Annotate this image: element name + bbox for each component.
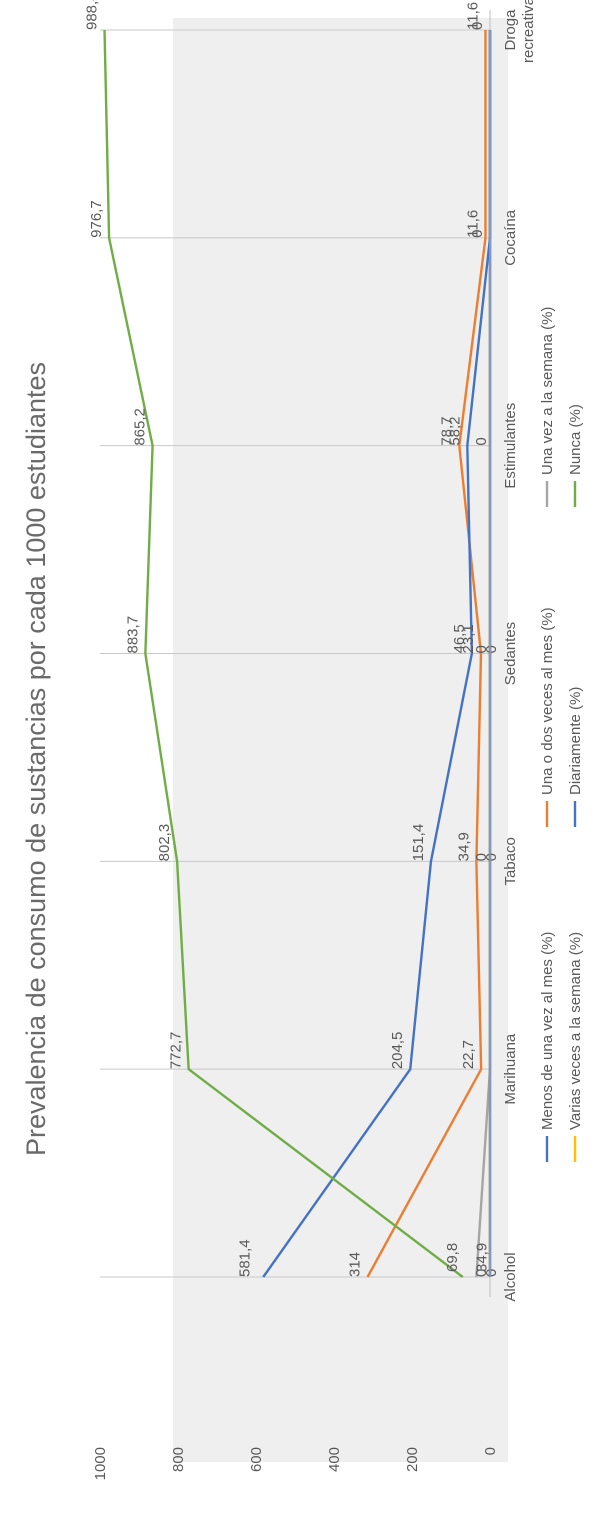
x-tick-label-estimulantes: Estimulantes bbox=[502, 403, 519, 489]
y-tick-label: 800 bbox=[170, 1447, 187, 1472]
data-label: 865,2 bbox=[132, 408, 149, 446]
legend-item-una-o-dos-veces-al-mes: Una o dos veces al mes (%) bbox=[539, 607, 556, 827]
data-label: 69,8 bbox=[444, 1243, 461, 1272]
data-label: 802,3 bbox=[156, 824, 173, 862]
x-tick-label-alcohol: Alcohol bbox=[502, 1252, 519, 1301]
y-tick-label: 200 bbox=[404, 1447, 421, 1472]
data-label: 34,9 bbox=[473, 1243, 490, 1272]
data-label: 0 bbox=[483, 853, 500, 861]
x-tick-label-sedantes: Sedantes bbox=[502, 622, 519, 685]
data-label: 0 bbox=[473, 853, 490, 861]
data-label: 46,5 bbox=[451, 624, 468, 653]
data-label: 0 bbox=[473, 1269, 490, 1277]
data-label: 883,7 bbox=[124, 616, 141, 654]
y-tick-label: 1000 bbox=[92, 1447, 109, 1480]
legend-item-una-vez-a-la-semana: Una vez a la semana (%) bbox=[539, 307, 556, 507]
data-label: 22,7 bbox=[460, 1040, 477, 1069]
data-label: 0 bbox=[483, 1269, 500, 1277]
legend-label: Una o dos veces al mes (%) bbox=[539, 607, 556, 795]
legend-label: Menos de una vez al mes (%) bbox=[539, 932, 556, 1130]
data-label: 0 bbox=[473, 645, 490, 653]
data-label: 58,2 bbox=[446, 416, 463, 445]
data-label: 314 bbox=[347, 1252, 364, 1277]
x-tick-label-droga-recreativa: Drogarecreativa bbox=[502, 0, 537, 63]
legend: Menos de una vez al mes (%) Una o dos vec… bbox=[539, 307, 584, 1162]
legend-label: Nunca (%) bbox=[567, 404, 584, 475]
y-tick-label: 0 bbox=[482, 1447, 499, 1455]
x-tick-label-cocaina: Cocaína bbox=[502, 209, 519, 266]
legend-item-varias-veces-a-la-semana: Varias veces a la semana (%) bbox=[567, 932, 584, 1162]
data-label: 78,7 bbox=[438, 416, 455, 445]
data-label: 23,1 bbox=[460, 624, 477, 653]
data-label: 34,9 bbox=[455, 832, 472, 861]
series-line-una-o-dos-veces-al-mes bbox=[366, 30, 487, 1278]
gridlines bbox=[100, 29, 490, 1278]
axes: 0 200 400 600 800 1000 Alcohol Marihuana Tabaco S… bbox=[92, 0, 537, 1480]
chart-title: Prevalencia de consumo de sustancias por… bbox=[21, 362, 51, 1156]
data-label: 151,4 bbox=[410, 824, 427, 862]
chart-rotated-group: 000031422,734,923,178,711,611,634,900058… bbox=[21, 0, 584, 1480]
data-label: 0 bbox=[483, 645, 500, 653]
y-tick-label: 600 bbox=[248, 1447, 265, 1472]
data-label: 204,5 bbox=[389, 1032, 406, 1070]
legend-item-diariamente: Diariamente (%) bbox=[567, 687, 584, 827]
legend-label: Diariamente (%) bbox=[567, 687, 584, 795]
data-label: 11,6 bbox=[464, 2, 481, 30]
legend-item-nunca: Nunca (%) bbox=[567, 404, 584, 507]
data-labels: 000031422,734,923,178,711,611,634,900058… bbox=[84, 0, 500, 1277]
data-label: 772,7 bbox=[168, 1032, 185, 1070]
data-label: 581,4 bbox=[236, 1239, 253, 1277]
data-label: 0 bbox=[469, 229, 486, 237]
data-label: 988,4 bbox=[84, 0, 101, 30]
data-label: 0 bbox=[469, 22, 486, 30]
x-tick-label-tabaco: Tabaco bbox=[502, 837, 519, 885]
series-line-nunca bbox=[103, 29, 464, 1278]
legend-label: Varias veces a la semana (%) bbox=[567, 932, 584, 1130]
data-label: 11,6 bbox=[464, 210, 481, 238]
data-label: 976,7 bbox=[88, 200, 105, 238]
x-tick-label-marihuana: Marihuana bbox=[502, 1033, 519, 1105]
plot-background bbox=[173, 18, 508, 1462]
legend-label: Una vez a la semana (%) bbox=[539, 307, 556, 475]
data-label: 0 bbox=[473, 437, 490, 445]
y-tick-label: 400 bbox=[326, 1447, 343, 1472]
legend-item-menos-de-una-vez-al-mes: Menos de una vez al mes (%) bbox=[539, 932, 556, 1162]
